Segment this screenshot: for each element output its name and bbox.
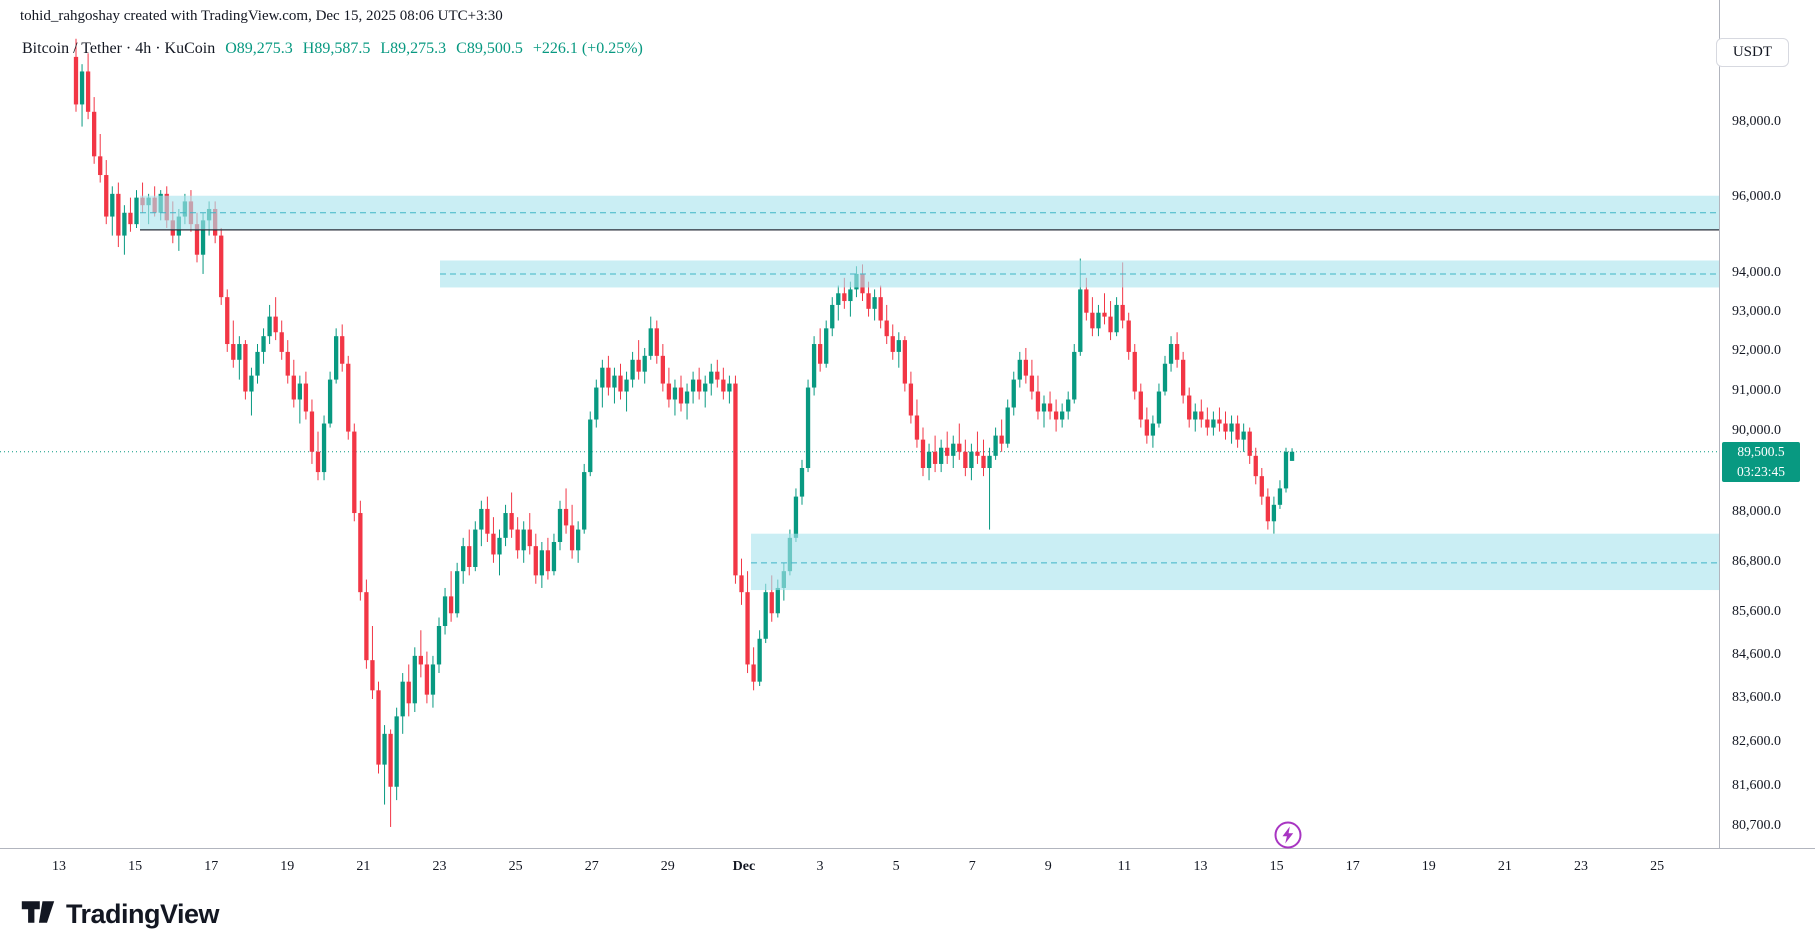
symbol-title[interactable]: Bitcoin / Tether · 4h · KuCoin — [22, 40, 216, 57]
price-tick: 90,000.0 — [1732, 422, 1781, 438]
date-tick: 21 — [1497, 859, 1512, 874]
attribution-text: tohid_rahgoshay created with TradingView… — [20, 8, 503, 24]
date-tick: 13 — [52, 859, 66, 874]
price-tick: 91,000.0 — [1732, 382, 1781, 398]
price-tick: 80,700.0 — [1732, 817, 1781, 833]
date-tick: 15 — [1269, 859, 1284, 874]
date-tick: 3 — [816, 859, 824, 874]
date-tick: 25 — [508, 859, 523, 874]
date-axis[interactable]: 13 15 17 19 21 23 25 27 29 Dec 3 5 7 9 11 13 15 17 19 21 23 2… — [0, 848, 1815, 889]
date-tick: 17 — [1345, 859, 1360, 874]
date-tick: 9 — [1044, 859, 1052, 874]
candlestick-series — [73, 38, 1295, 827]
current-price-badge: 89,500.5 03:23:45 — [1722, 441, 1800, 482]
date-tick: 19 — [280, 859, 295, 874]
date-tick: 21 — [356, 859, 371, 874]
ohlc-open: O89,275.3 — [225, 40, 293, 57]
price-tick: 81,600.0 — [1732, 777, 1781, 793]
price-tick: 86,800.0 — [1732, 553, 1781, 569]
price-tick: 92,000.0 — [1732, 342, 1781, 358]
price-tick: 83,600.0 — [1732, 689, 1781, 705]
ohlc-close: C89,500.5 — [456, 40, 523, 57]
date-tick: 25 — [1650, 859, 1665, 874]
date-tick: 17 — [204, 859, 219, 874]
price-tick: 94,000.0 — [1732, 264, 1781, 280]
price-tick: 88,000.0 — [1732, 504, 1781, 520]
date-tick: 19 — [1421, 859, 1436, 874]
price-tick: 98,000.0 — [1732, 113, 1781, 129]
price-tick: 96,000.0 — [1732, 188, 1781, 204]
date-tick: Dec — [732, 859, 756, 874]
date-tick: 5 — [892, 859, 900, 874]
price-tick: 82,600.0 — [1732, 733, 1781, 749]
date-tick: 27 — [584, 859, 599, 874]
date-tick: 13 — [1193, 859, 1208, 874]
tradingview-wordmark: TradingView — [66, 899, 220, 929]
currency-button[interactable]: USDT — [1715, 38, 1789, 67]
date-tick: 23 — [432, 859, 447, 874]
date-tick: 15 — [128, 859, 143, 874]
price-tick: 93,000.0 — [1732, 303, 1781, 319]
flash-icon[interactable] — [1273, 820, 1303, 855]
ohlc-high: H89,587.5 — [302, 40, 371, 57]
candle-countdown: 03:23:45 — [1722, 461, 1800, 482]
tradingview-brand[interactable]: TradingView — [20, 898, 220, 931]
ohlc-low: L89,275.3 — [380, 40, 447, 57]
price-axis[interactable]: 98,000.0 96,000.0 94,000.0 93,000.0 92,000.0… — [1719, 0, 1815, 848]
date-tick: 23 — [1574, 859, 1588, 874]
tradingview-logo-icon — [20, 898, 56, 931]
symbol-legend: Bitcoin / Tether · 4h · KuCoin O89,275.3… — [22, 40, 643, 58]
date-tick: 29 — [660, 859, 675, 874]
price-tick: 85,600.0 — [1732, 604, 1781, 620]
price-tick: 84,600.0 — [1732, 646, 1781, 662]
date-tick: 11 — [1117, 859, 1132, 874]
current-price-value: 89,500.5 — [1722, 441, 1800, 462]
price-change: +226.1 (+0.25%) — [532, 40, 643, 57]
demand-zone[interactable] — [751, 533, 1719, 591]
date-tick: 7 — [968, 859, 976, 874]
